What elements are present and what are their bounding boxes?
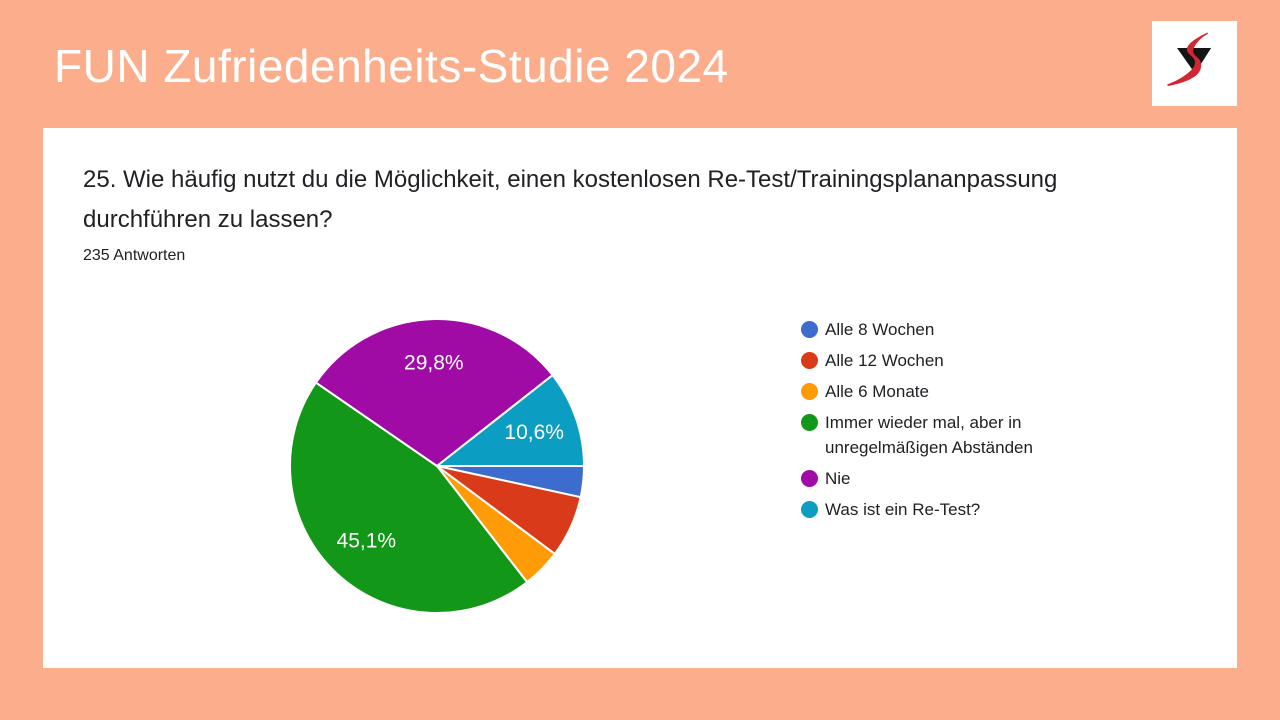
legend-item: Was ist ein Re-Test?: [801, 497, 1051, 522]
pie-slice: [436, 374, 585, 467]
pie-chart: 45,1% 29,8% 10,6%: [288, 318, 585, 614]
legend-label: Alle 6 Monate: [825, 382, 929, 401]
page-title: FUN Zufriedenheits-Studie 2024: [54, 40, 729, 92]
legend-label: Alle 12 Wochen: [825, 351, 944, 370]
pie-slice: [288, 381, 529, 614]
pie-slice: [314, 318, 554, 467]
legend-color-dot: [801, 383, 818, 400]
legend-item: Alle 8 Wochen: [801, 317, 1051, 342]
legend-color-dot: [801, 352, 818, 369]
legend-item: Alle 12 Wochen: [801, 348, 1051, 373]
legend-label: Alle 8 Wochen: [825, 320, 935, 339]
legend-color-dot: [801, 501, 818, 518]
pie-slice-label: 29,8%: [404, 352, 464, 375]
legend-item: Nie: [801, 466, 1051, 491]
chart-legend: Alle 8 Wochen Alle 12 Wochen Alle 6 Monate…: [801, 317, 1051, 528]
triangle-swoosh-logo-icon: [1164, 28, 1226, 99]
logo-box: [1152, 21, 1237, 106]
legend-label: Immer wieder mal, aber in unregelmäßigen…: [825, 413, 1033, 457]
content-card: [43, 128, 1237, 668]
legend-label: Was ist ein Re-Test?: [825, 500, 981, 519]
response-count: 235 Antworten: [83, 247, 186, 264]
legend-item: Immer wieder mal, aber in unregelmäßigen…: [801, 410, 1051, 460]
legend-label: Nie: [825, 469, 851, 488]
pie-slice-label: 10,6%: [504, 421, 564, 444]
pie-slice-label: 45,1%: [337, 529, 397, 552]
legend-color-dot: [801, 470, 818, 487]
question-title: 25. Wie häufig nutzt du die Möglichkeit,…: [83, 166, 1058, 233]
legend-color-dot: [801, 321, 818, 338]
legend-color-dot: [801, 414, 818, 431]
legend-item: Alle 6 Monate: [801, 379, 1051, 404]
